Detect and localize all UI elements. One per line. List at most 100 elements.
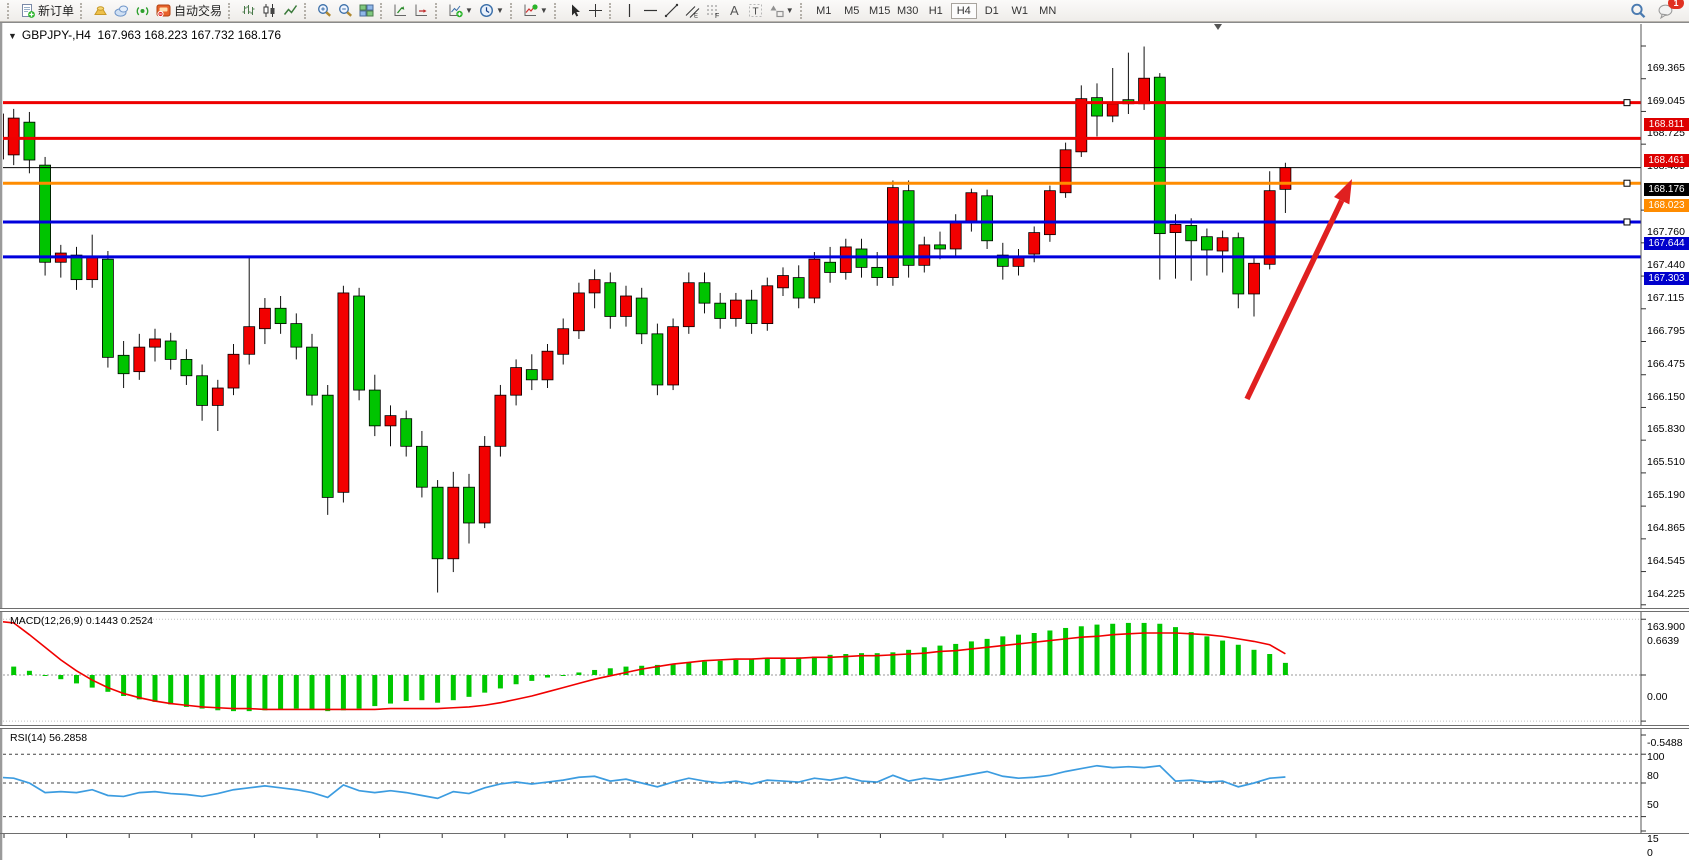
trendline-tool-button[interactable]	[661, 1, 682, 21]
newchart-icon	[449, 4, 463, 18]
indicators-button[interactable]: ▼	[520, 1, 551, 21]
crosshair-tool-button[interactable]	[585, 1, 606, 21]
line-chart-mode-button[interactable]	[280, 1, 301, 21]
price-badge-168.176: 168.176	[1644, 183, 1689, 197]
indicators-dropdown-icon[interactable]: ▼	[539, 6, 548, 15]
linechart-icon	[283, 5, 298, 15]
timeframe-D1[interactable]: D1	[984, 4, 999, 17]
chart-canvas[interactable]	[0, 23, 1689, 860]
rsi-tick-80: 80	[1647, 770, 1659, 783]
macd-signal-line	[3, 620, 1286, 711]
toolbar-grip	[80, 2, 87, 19]
toolbar-grip	[435, 2, 442, 19]
price-tick-164.545: 164.545	[1647, 554, 1685, 567]
zoomout-icon	[339, 4, 353, 17]
toolbar-grip	[7, 2, 14, 19]
new-order-icon	[22, 4, 35, 18]
shapes-tool-dropdown-icon[interactable]: ▼	[785, 6, 794, 15]
hline-handle-168.023[interactable]	[1623, 179, 1631, 187]
chart-shift-button[interactable]	[411, 1, 432, 21]
rsi-tick-0: 0	[1647, 847, 1653, 859]
new-chart-dropdown-icon[interactable]: ▼	[465, 6, 473, 15]
market-depth-button[interactable]	[90, 1, 111, 21]
timeframe-M15[interactable]: M15	[869, 4, 891, 17]
timeframe-H4[interactable]: H4	[950, 2, 977, 19]
toolbar-grip	[799, 2, 807, 19]
signals-button[interactable]	[132, 1, 153, 21]
rsi-tick-100: 100	[1647, 751, 1665, 763]
bars-icon	[242, 5, 255, 15]
search-button[interactable]	[1627, 1, 1649, 21]
tile-windows-button[interactable]	[356, 1, 377, 21]
window-left-border	[0, 23, 3, 860]
price-badge-168.461: 168.461	[1644, 153, 1689, 167]
gold-icon	[94, 6, 107, 15]
time-axis-border	[0, 833, 1689, 834]
bar-chart-mode-button[interactable]	[238, 1, 259, 21]
svg-text:F: F	[715, 13, 719, 18]
plot-area[interactable]	[0, 46, 1641, 818]
price-tick-165.830: 165.830	[1647, 423, 1685, 436]
period-clock-button[interactable]: ▼	[476, 1, 507, 21]
vertical-line-tool-button[interactable]	[619, 1, 640, 21]
timeframe-M5[interactable]: M5	[844, 4, 860, 17]
cursor-tool-button[interactable]	[564, 1, 585, 21]
candle-chart-mode-button[interactable]	[259, 1, 280, 21]
cloud-icon	[114, 5, 129, 17]
fibo-icon: F	[706, 5, 719, 18]
macd-tick--0.5488: -0.5488	[1647, 737, 1683, 750]
chart-window: ▼ GBPJPY-,H4 167.963 168.223 167.732 168.…	[0, 22, 1689, 860]
panel-splitter-rsi[interactable]	[0, 725, 1689, 729]
price-tick-167.115: 167.115	[1647, 292, 1685, 305]
text-tool-button[interactable]: A	[724, 1, 745, 21]
channel-tool-button[interactable]: E	[682, 1, 703, 21]
zoom-out-button[interactable]	[335, 1, 356, 21]
shapes-icon	[770, 5, 784, 18]
candlestick-series	[3, 46, 1292, 593]
new-chart-button[interactable]: ▼	[445, 1, 476, 21]
price-tick-167.440: 167.440	[1647, 258, 1685, 271]
horizontal-line-tool-button[interactable]	[640, 1, 661, 21]
shapes-tool-button[interactable]: ▼	[766, 1, 797, 21]
macd-label: MACD(12,26,9) 0.1443 0.2524	[10, 615, 154, 627]
label-tool-button[interactable]: T	[745, 1, 766, 21]
zoom-in-button[interactable]	[314, 1, 335, 21]
channel-icon: E	[685, 6, 700, 18]
macd-tick-0.00: 0.00	[1647, 691, 1668, 703]
timeframe-H1[interactable]: H1	[928, 4, 943, 17]
timeframe-W1[interactable]: W1	[1011, 4, 1028, 17]
textA-icon: A	[730, 3, 739, 18]
auto-trading-label: 自动交易	[174, 4, 223, 18]
arrow-annotation[interactable]	[1244, 179, 1352, 401]
auto-scroll-button[interactable]	[390, 1, 411, 21]
chart-title: ▼ GBPJPY-,H4 167.963 168.223 167.732 168.…	[8, 28, 281, 42]
auto-trading-button[interactable]: 自动交易	[153, 1, 225, 21]
new-order-label: 新订单	[38, 4, 75, 18]
textT-icon: T	[748, 4, 762, 18]
virtual-hosting-button[interactable]	[111, 1, 132, 21]
toolbar-grip	[228, 2, 235, 19]
svg-text:A: A	[730, 3, 739, 18]
panel-splitter-macd[interactable]	[0, 608, 1689, 612]
hline-handle-168.811[interactable]	[1623, 99, 1631, 107]
price-tick-169.045: 169.045	[1647, 94, 1685, 107]
chart-shift-marker[interactable]	[1214, 24, 1222, 30]
svg-text:T: T	[752, 7, 758, 18]
timeframe-MN[interactable]: MN	[1039, 4, 1057, 17]
rsi-line	[3, 764, 1286, 800]
timeframe-M30[interactable]: M30	[897, 4, 919, 17]
fibonacci-tool-button[interactable]: F	[703, 1, 724, 21]
new-order-button[interactable]: 新订单	[17, 1, 77, 21]
toolbar-grip	[509, 2, 517, 19]
toolbar-grip	[304, 2, 311, 19]
chat-button[interactable]: 1	[1655, 0, 1684, 21]
symbol-dropdown-icon[interactable]: ▼	[8, 31, 17, 41]
autotrade-icon	[156, 4, 171, 18]
price-tick-164.225: 164.225	[1647, 587, 1685, 600]
hline-handle-167.644[interactable]	[1623, 218, 1631, 226]
rsi-tick-50: 50	[1647, 799, 1659, 811]
timeframe-M1[interactable]: M1	[816, 4, 832, 17]
period-clock-dropdown-icon[interactable]: ▼	[495, 6, 504, 15]
clock-icon	[479, 3, 493, 18]
